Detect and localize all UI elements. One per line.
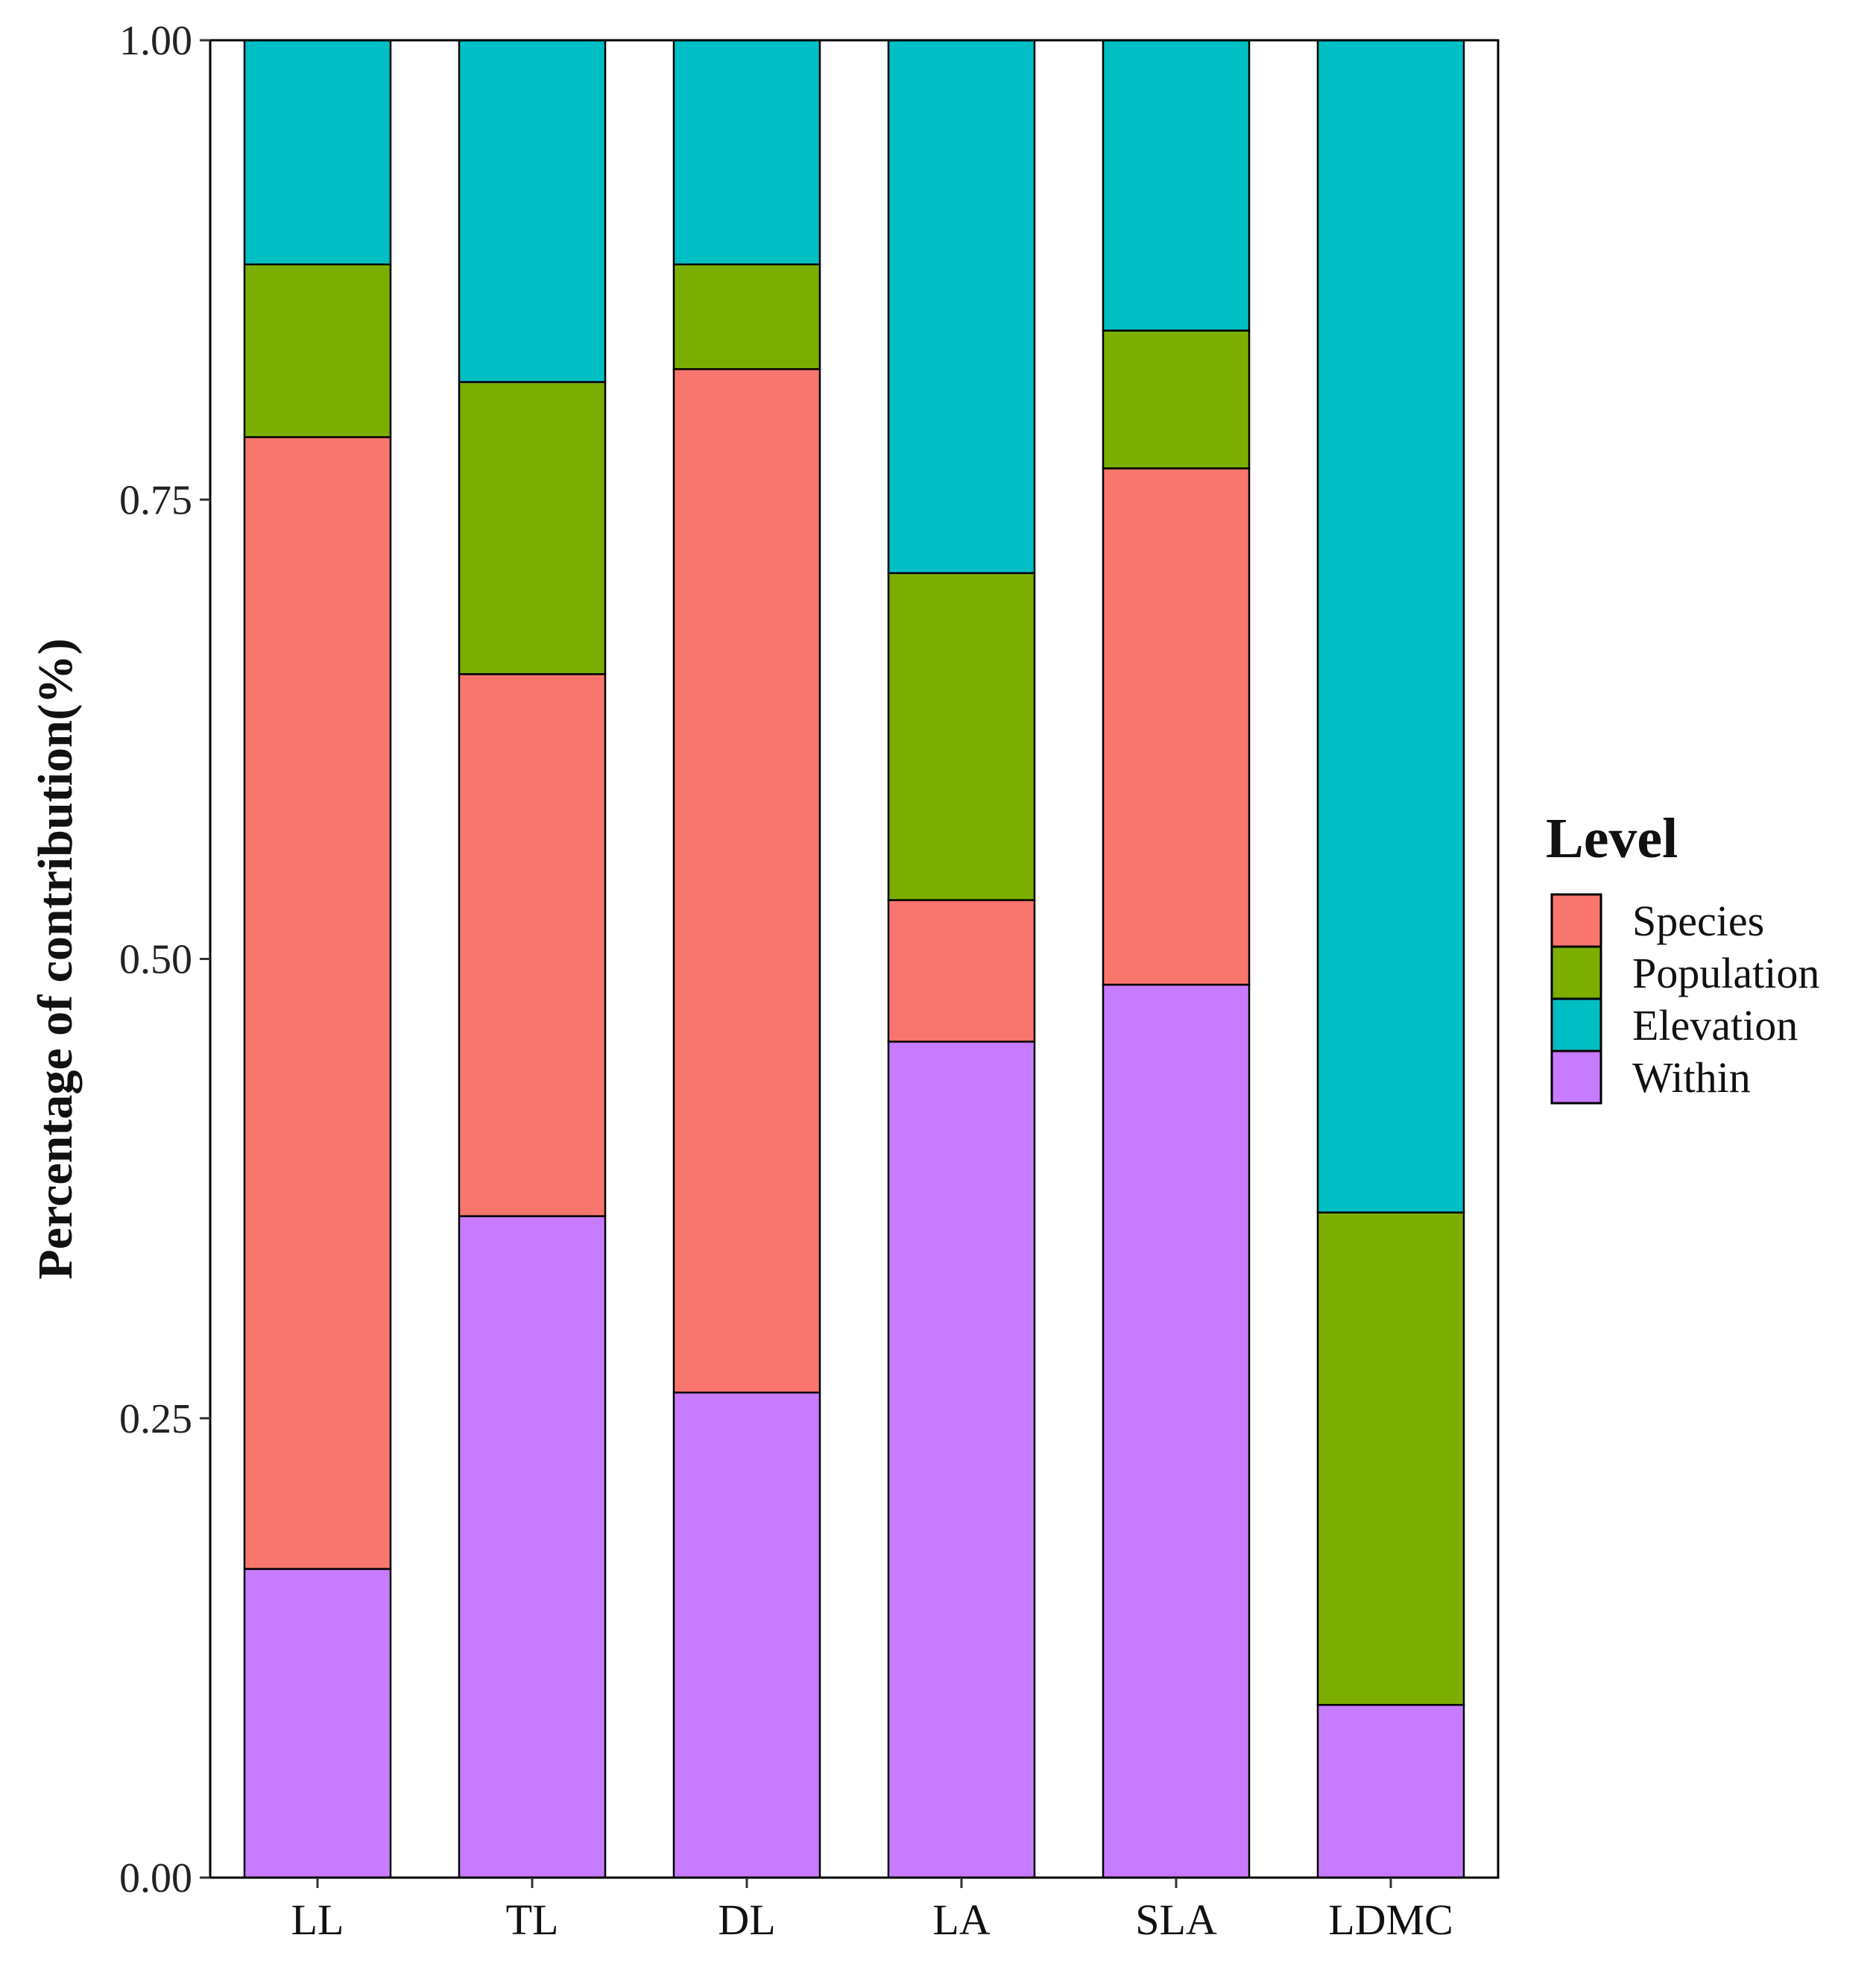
legend-key-population <box>1550 945 1602 1000</box>
x-tick-label-sla: SLA <box>1135 1895 1217 1944</box>
bars-layer <box>243 39 1465 1879</box>
y-tick-label: 0.75 <box>119 477 192 523</box>
bar-stack-ldmc <box>1316 39 1465 1879</box>
bar-sla-species <box>1102 467 1251 986</box>
bar-dl-species <box>672 367 821 1394</box>
legend-key-elevation <box>1550 997 1602 1052</box>
bar-la-elevation <box>887 39 1036 575</box>
legend-key-species <box>1550 893 1602 948</box>
y-tick-label: 0.00 <box>119 1855 192 1901</box>
bar-stack-sla <box>1102 39 1251 1879</box>
bar-tl-elevation <box>458 39 607 383</box>
bar-sla-within <box>1102 983 1251 1879</box>
bar-ll-population <box>243 263 392 438</box>
bar-ldmc-within <box>1316 1704 1465 1879</box>
y-tick-label: 0.25 <box>119 1396 192 1442</box>
x-tick-label-la: LA <box>932 1895 990 1944</box>
x-tick-label-ll: LL <box>291 1895 344 1944</box>
bar-stack-la <box>887 39 1036 1879</box>
bar-tl-within <box>458 1215 607 1879</box>
legend-label-within: Within <box>1632 1053 1751 1102</box>
y-axis: 0.00 0.25 0.50 0.75 1.00 <box>119 18 210 1901</box>
bar-ll-within <box>243 1568 392 1879</box>
legend-label-population: Population <box>1632 949 1819 997</box>
x-axis: LL TL DL LA SLA LDMC <box>291 1878 1453 1944</box>
bar-stack-dl <box>672 39 821 1879</box>
bar-ll-species <box>243 436 392 1571</box>
y-tick-label: 0.50 <box>119 937 192 983</box>
bar-dl-elevation <box>672 39 821 265</box>
legend-label-elevation: Elevation <box>1632 1001 1798 1049</box>
y-axis-title: Percentage of contribution(%) <box>28 638 83 1279</box>
x-tick-label-dl: DL <box>718 1895 775 1944</box>
bar-ll-elevation <box>243 39 392 265</box>
bar-dl-population <box>672 263 821 370</box>
bar-tl-population <box>458 381 607 675</box>
bar-la-population <box>887 572 1036 901</box>
bar-tl-species <box>458 673 607 1217</box>
bar-dl-within <box>672 1391 821 1879</box>
y-tick-label: 1.00 <box>119 18 192 64</box>
bar-stack-tl <box>458 39 607 1879</box>
legend-label-species: Species <box>1632 897 1764 945</box>
bar-la-within <box>887 1041 1036 1879</box>
x-tick-label-tl: TL <box>506 1895 559 1944</box>
bar-sla-population <box>1102 329 1251 470</box>
bar-ldmc-elevation <box>1316 39 1465 1213</box>
bar-sla-elevation <box>1102 39 1251 332</box>
legend-key-within <box>1550 1049 1602 1105</box>
bar-ldmc-population <box>1316 1211 1465 1706</box>
bar-stack-ll <box>243 39 392 1879</box>
bar-la-species <box>887 899 1036 1043</box>
legend-title: Level <box>1546 807 1678 870</box>
x-tick-label-ldmc: LDMC <box>1328 1895 1453 1944</box>
